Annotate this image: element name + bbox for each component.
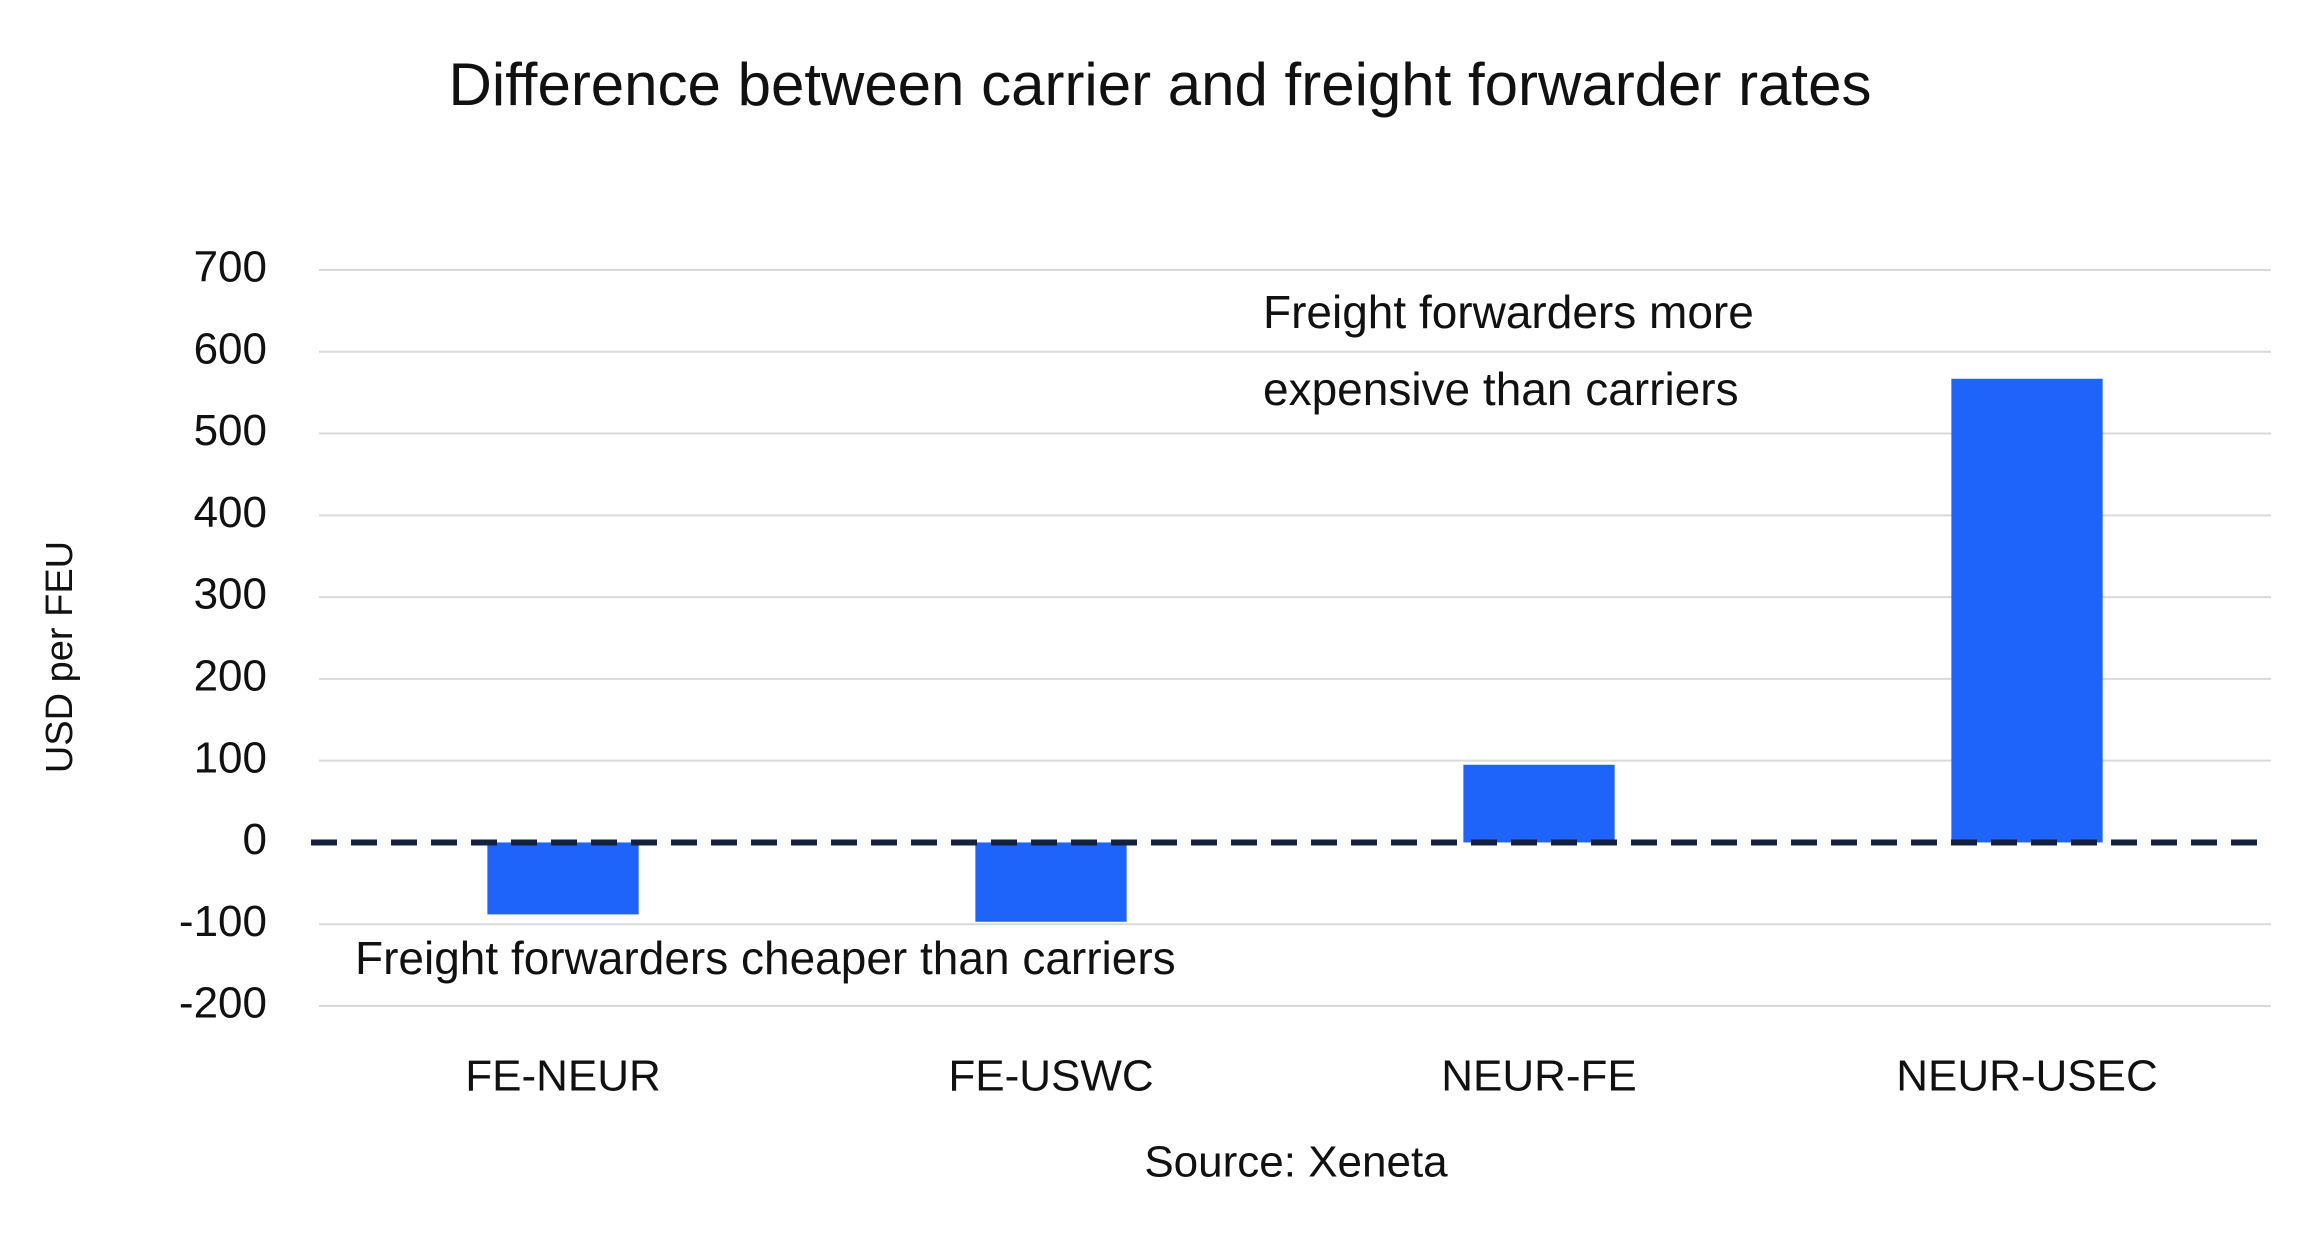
x-tick-label: NEUR-FE bbox=[1441, 1052, 1637, 1101]
y-axis-label: USD per FEU bbox=[39, 541, 81, 773]
y-tick-label: -200 bbox=[179, 979, 267, 1028]
x-tick-label: FE-NEUR bbox=[465, 1052, 661, 1101]
annotation: Freight forwarders cheaper than carriers bbox=[355, 932, 1176, 984]
y-tick-label: 0 bbox=[243, 815, 267, 864]
y-tick-label: 300 bbox=[194, 570, 267, 619]
chart-title: Difference between carrier and freight f… bbox=[449, 51, 1872, 118]
x-tick-label: NEUR-USEC bbox=[1896, 1052, 2158, 1101]
y-tick-label: 200 bbox=[194, 652, 267, 701]
source-note: Source: Xeneta bbox=[1144, 1138, 1448, 1187]
annotation: expensive than carriers bbox=[1263, 363, 1739, 415]
y-tick-label: 600 bbox=[194, 324, 267, 373]
bar bbox=[975, 842, 1127, 922]
bar bbox=[1463, 764, 1615, 843]
x-tick-label: FE-USWC bbox=[948, 1052, 1153, 1101]
y-tick-label: 500 bbox=[194, 406, 267, 455]
bar bbox=[1951, 378, 2103, 843]
y-tick-label: 100 bbox=[194, 733, 267, 782]
bar bbox=[487, 842, 639, 915]
annotation: Freight forwarders more bbox=[1263, 286, 1754, 338]
y-tick-label: 400 bbox=[194, 488, 267, 537]
y-tick-label: 700 bbox=[194, 243, 267, 292]
y-tick-label: -100 bbox=[179, 897, 267, 946]
